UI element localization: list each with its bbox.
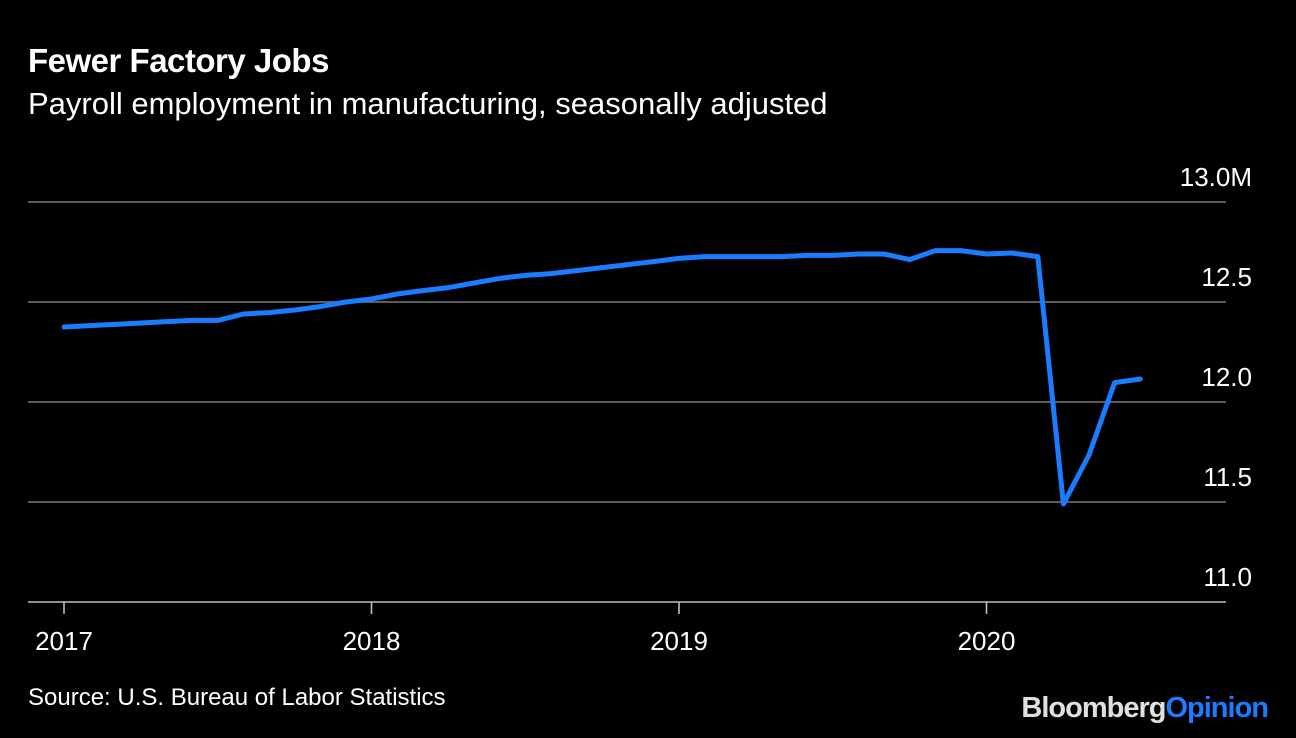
brand-logo: BloombergOpinion [1021, 692, 1269, 725]
y-tick-label: 12.0 [1201, 362, 1252, 392]
x-axis-labels: 2017 2018 2019 2020 [35, 626, 1015, 656]
y-tick-label: 11.0 [1203, 562, 1252, 592]
source-note: Source: U.S. Bureau of Labor Statistics [28, 684, 446, 711]
y-axis-labels: 13.0M 12.5 12.0 11.5 11.0 [1180, 162, 1252, 592]
y-tick-label: 11.5 [1203, 462, 1252, 492]
gridlines [28, 201, 1226, 503]
x-tick-label: 2018 [343, 626, 401, 656]
chart-title: Fewer Factory Jobs [28, 42, 329, 79]
x-tick-label: 2017 [35, 626, 93, 656]
series-layer [61, 248, 1143, 507]
chart-subtitle: Payroll employment in manufacturing, sea… [28, 86, 828, 121]
series-line [61, 248, 1143, 507]
x-axis [28, 601, 1226, 614]
x-tick-label: 2019 [650, 626, 708, 656]
x-tick-label: 2020 [958, 626, 1016, 656]
brand-accent: Opinion [1165, 692, 1269, 724]
y-tick-label: 13.0M [1180, 162, 1252, 192]
y-tick-label: 12.5 [1201, 262, 1252, 292]
brand-main: Bloomberg [1021, 692, 1166, 724]
